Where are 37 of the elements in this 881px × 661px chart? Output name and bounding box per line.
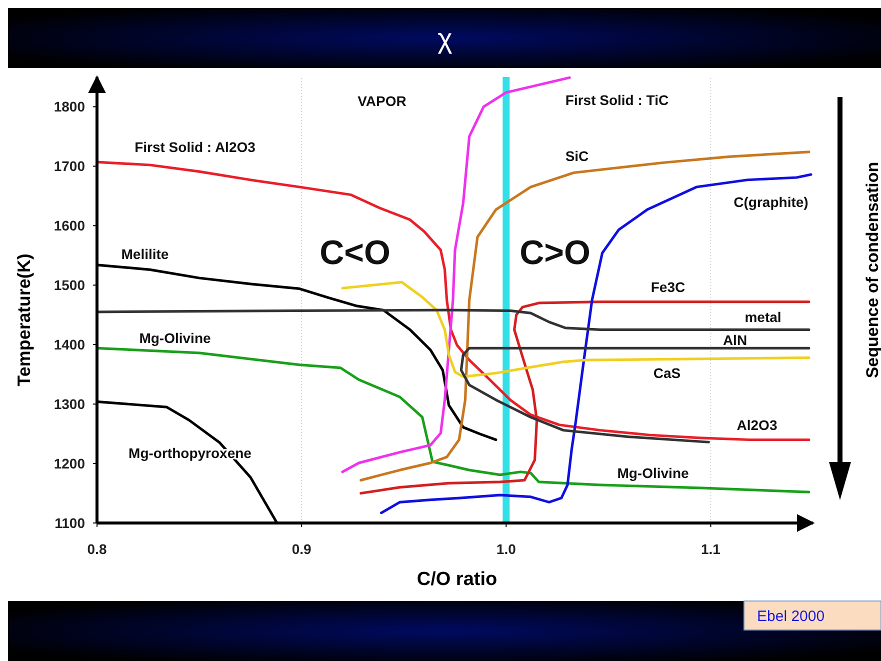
- y-tick-label: 1500: [54, 277, 86, 294]
- line-series: [96, 160, 810, 442]
- x-tick-label: 1.1: [700, 541, 721, 557]
- line-series: [360, 300, 810, 495]
- annotation: C(graphite): [734, 194, 808, 210]
- annotation: First Solid : Al2O3: [134, 138, 256, 155]
- y-tick-label: 1700: [54, 158, 86, 174]
- line-series: [96, 346, 810, 494]
- annotation: metal: [744, 308, 782, 325]
- y-tick-label: 1400: [54, 336, 86, 352]
- y-tick-label: 1100: [54, 514, 86, 531]
- annotation: SiC: [565, 148, 589, 164]
- y-axis-title: Temperature(K): [14, 254, 34, 386]
- annotation: AlN: [722, 332, 748, 348]
- annotation: Al2O3: [736, 416, 778, 433]
- x-tick-label: 0.9: [292, 541, 312, 557]
- y-tick-label: 1800: [54, 98, 86, 115]
- line-series: [96, 308, 810, 332]
- annotation: First Solid : TiC: [565, 92, 669, 108]
- y-tick-label: 1200: [54, 455, 86, 472]
- x-tick-label: 1.0: [496, 541, 516, 557]
- annotation: Fe3C: [650, 278, 686, 295]
- line-series: [341, 280, 810, 378]
- annotation: VAPOR: [358, 92, 406, 109]
- x-axis-title: C/O ratio: [416, 569, 498, 590]
- line-series: [460, 346, 810, 444]
- x-tick-label: 0.8: [87, 541, 107, 557]
- annotation: C>O: [520, 234, 590, 272]
- y-tick-label: 1600: [54, 218, 86, 234]
- text: Ebel 2000: [757, 608, 825, 625]
- annotation: Mg-Olivine: [617, 464, 689, 481]
- chart-title: χ: [438, 23, 453, 54]
- annotation: Melilite: [121, 246, 169, 262]
- y-tick-label: 1300: [54, 396, 86, 412]
- annotation: CaS: [653, 364, 681, 381]
- annotation: C<O: [320, 234, 390, 272]
- annotation: Mg-Olivine: [139, 330, 211, 346]
